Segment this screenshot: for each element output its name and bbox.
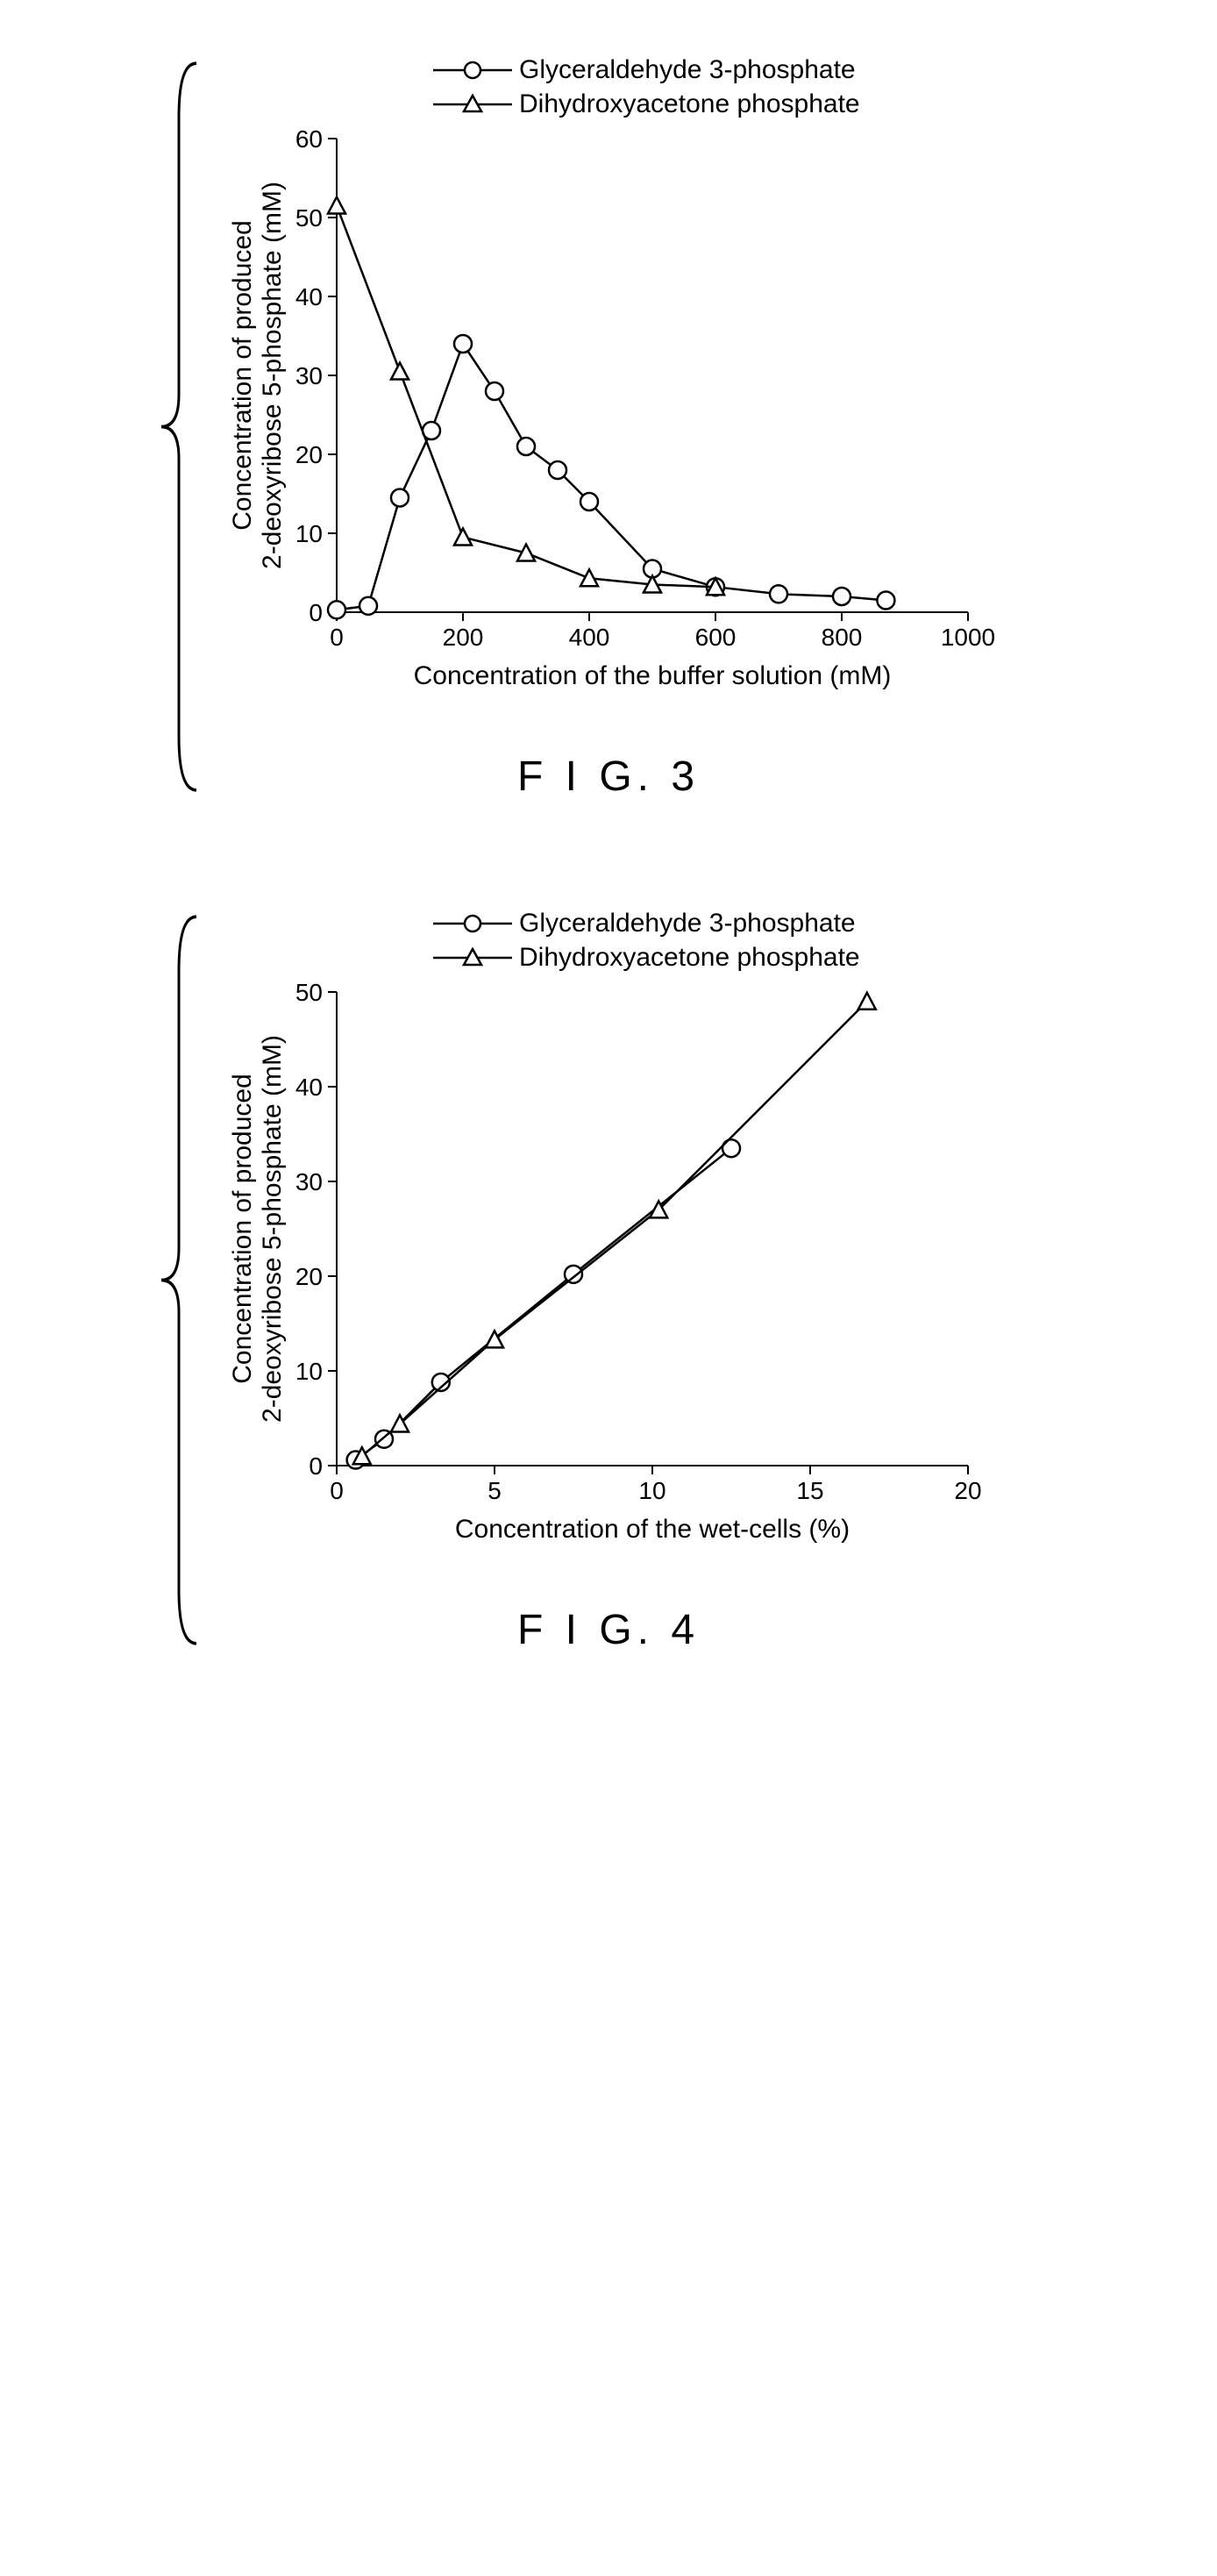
svg-text:400: 400 xyxy=(569,624,610,651)
svg-text:800: 800 xyxy=(822,624,863,651)
legend-item-dhap: Dihydroxyacetone phosphate xyxy=(433,940,860,974)
svg-text:5: 5 xyxy=(488,1477,502,1504)
svg-text:60: 60 xyxy=(295,130,323,153)
svg-text:15: 15 xyxy=(796,1477,823,1504)
svg-text:2-deoxyribose 5-phosphate (mM): 2-deoxyribose 5-phosphate (mM) xyxy=(258,1035,287,1423)
svg-text:50: 50 xyxy=(295,204,323,232)
svg-text:2-deoxyribose 5-phosphate (mM): 2-deoxyribose 5-phosphate (mM) xyxy=(258,182,287,569)
triangle-marker-icon xyxy=(433,947,512,968)
svg-text:0: 0 xyxy=(309,1452,323,1480)
svg-text:10: 10 xyxy=(638,1477,665,1504)
svg-text:0: 0 xyxy=(330,1477,344,1504)
figure-3-caption: F I G. 3 xyxy=(214,753,1003,801)
legend-label: Dihydroxyacetone phosphate xyxy=(519,940,860,974)
svg-text:0: 0 xyxy=(330,624,344,651)
legend-item-g3p: Glyceraldehyde 3-phosphate xyxy=(433,53,856,87)
svg-text:Concentration of the buffer so: Concentration of the buffer solution (mM… xyxy=(414,661,892,690)
chart-svg: 0 200 400 600 800 1000 0 10 20 30 40 50 60 Concentrat… xyxy=(214,130,1003,726)
svg-text:Concentration of produced: Concentration of produced xyxy=(228,220,257,531)
figure-3-legend: Glyceraldehyde 3-phosphate Dihydroxyacet… xyxy=(433,53,1003,121)
svg-text:30: 30 xyxy=(295,362,323,389)
chart-svg: 0 5 10 15 20 0 10 20 30 40 50 Concentration of the … xyxy=(214,983,1003,1580)
circle-marker-icon xyxy=(433,913,512,934)
figure-4-chart: Glyceraldehyde 3-phosphate Dihydroxyacet… xyxy=(214,906,1003,1580)
figure-3-chart: Glyceraldehyde 3-phosphate Dihydroxyacet… xyxy=(214,53,1003,726)
svg-text:20: 20 xyxy=(295,1263,323,1290)
svg-text:200: 200 xyxy=(443,624,484,651)
svg-text:30: 30 xyxy=(295,1168,323,1195)
svg-text:Concentration of the wet-cells: Concentration of the wet-cells (%) xyxy=(455,1515,850,1544)
svg-text:20: 20 xyxy=(295,441,323,468)
figure-4-caption: F I G. 4 xyxy=(214,1606,1003,1654)
svg-text:20: 20 xyxy=(954,1477,981,1504)
svg-text:0: 0 xyxy=(309,599,323,626)
legend-label: Dihydroxyacetone phosphate xyxy=(519,87,860,121)
svg-text:600: 600 xyxy=(695,624,737,651)
svg-text:1000: 1000 xyxy=(941,624,995,651)
legend-label: Glyceraldehyde 3-phosphate xyxy=(519,906,856,940)
legend-item-dhap: Dihydroxyacetone phosphate xyxy=(433,87,860,121)
svg-text:Concentration of produced: Concentration of produced xyxy=(228,1074,257,1384)
brace-icon xyxy=(161,906,205,1654)
triangle-marker-icon xyxy=(433,94,512,115)
legend-item-g3p: Glyceraldehyde 3-phosphate xyxy=(433,906,856,940)
svg-text:50: 50 xyxy=(295,983,323,1006)
figure-3-block: Glyceraldehyde 3-phosphate Dihydroxyacet… xyxy=(214,53,1003,801)
figure-4-legend: Glyceraldehyde 3-phosphate Dihydroxyacet… xyxy=(433,906,1003,974)
page: Glyceraldehyde 3-phosphate Dihydroxyacet… xyxy=(0,0,1217,1812)
svg-text:40: 40 xyxy=(295,1074,323,1101)
svg-text:10: 10 xyxy=(295,520,323,547)
circle-marker-icon xyxy=(433,60,512,81)
brace-icon xyxy=(161,53,205,801)
legend-label: Glyceraldehyde 3-phosphate xyxy=(519,53,856,87)
svg-text:40: 40 xyxy=(295,283,323,310)
svg-text:10: 10 xyxy=(295,1358,323,1385)
figure-4-block: Glyceraldehyde 3-phosphate Dihydroxyacet… xyxy=(214,906,1003,1654)
